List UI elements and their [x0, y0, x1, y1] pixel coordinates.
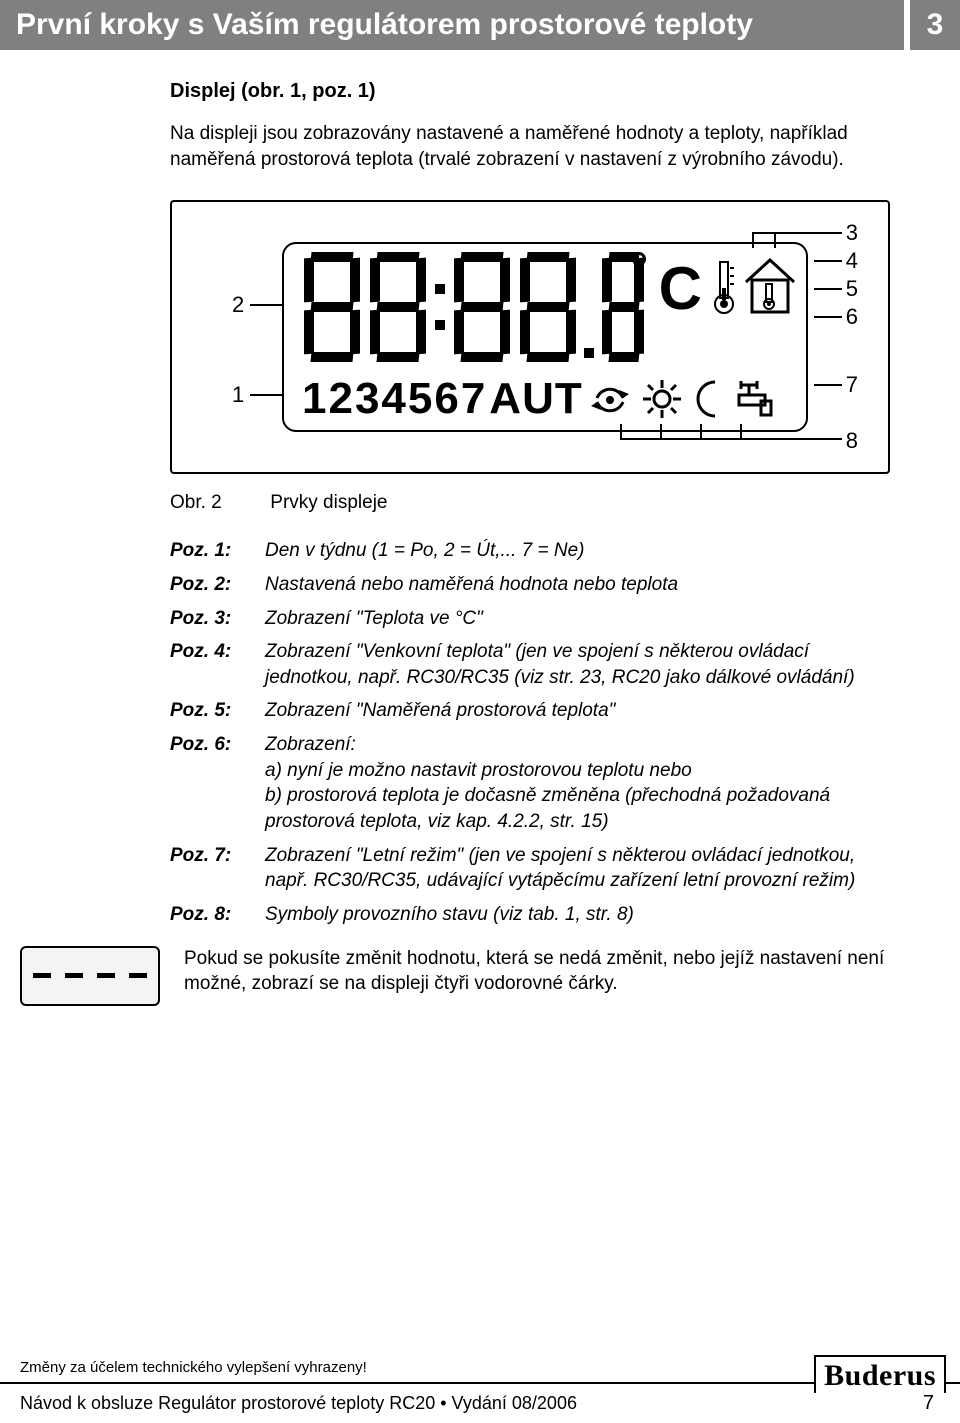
closing-paragraph: Pokud se pokusíte změnit hodnotu, která … [184, 946, 890, 997]
footer-doc-title: Návod k obsluze Regulátor prostorové tep… [20, 1393, 577, 1414]
thermometer-icon [712, 260, 738, 316]
position-key: Poz. 7: [170, 843, 265, 894]
position-val: Zobrazení "Naměřená prostorová teplota" [265, 698, 890, 724]
position-val: Zobrazení "Teplota ve °C" [265, 606, 890, 632]
positions-list: Poz. 1: Den v týdnu (1 = Po, 2 = Út,... … [170, 538, 890, 927]
house-thermometer-icon [742, 254, 798, 316]
position-val: Symboly provozního stavu (viz tab. 1, st… [265, 902, 890, 928]
lcd-box: C [282, 242, 808, 432]
aut-label: AUT [489, 374, 582, 424]
celsius-icon: C [659, 254, 702, 323]
display-diagram: 2 1 3 4 5 6 7 8 [170, 200, 890, 474]
position-val: Zobrazení "Venkovní teplota" (jen ve spo… [265, 639, 890, 690]
digit [302, 252, 362, 362]
digit [518, 252, 578, 362]
subheading-display: Displej (obr. 1, poz. 1) [170, 80, 890, 103]
position-key: Poz. 2: [170, 572, 265, 598]
position-row: Poz. 3: Zobrazení "Teplota ve °C" [170, 606, 890, 632]
callout-1: 1 [232, 382, 244, 408]
position-row: Poz. 7: Zobrazení "Letní režim" (jen ve … [170, 843, 890, 894]
position-key: Poz. 6: [170, 732, 265, 835]
figure-caption-text: Prvky displeje [270, 492, 387, 513]
position-row: Poz. 2: Nastavená nebo naměřená hodnota … [170, 572, 890, 598]
rotation-icon [589, 378, 631, 420]
position-row: Poz. 4: Zobrazení "Venkovní teplota" (je… [170, 639, 890, 690]
callout-6: 6 [846, 304, 858, 330]
page-number: 7 [923, 1392, 940, 1415]
four-dashes-icon [20, 946, 160, 1006]
position-key: Poz. 3: [170, 606, 265, 632]
position-val: Den v týdnu (1 = Po, 2 = Út,... 7 = Ne) [265, 538, 890, 564]
seven-segment-digits [302, 252, 644, 362]
figure-label: Obr. 2 [170, 492, 265, 514]
figure-caption: Obr. 2 Prvky displeje [170, 492, 890, 514]
callout-line [814, 260, 842, 262]
callout-4: 4 [846, 248, 858, 274]
position-row: Poz. 5: Zobrazení "Naměřená prostorová t… [170, 698, 890, 724]
callout-line [814, 288, 842, 290]
position-val: Zobrazení "Letní režim" (jen ve spojení … [265, 843, 890, 894]
callout-3: 3 [846, 220, 858, 246]
position-key: Poz. 8: [170, 902, 265, 928]
brand-logo: Buderus [824, 1359, 936, 1392]
digit [452, 252, 512, 362]
callout-7: 7 [846, 372, 858, 398]
position-row: Poz. 8: Symboly provozního stavu (viz ta… [170, 902, 890, 928]
callout-line [814, 384, 842, 386]
callout-2: 2 [232, 292, 244, 318]
position-key: Poz. 1: [170, 538, 265, 564]
position-row: Poz. 1: Den v týdnu (1 = Po, 2 = Út,... … [170, 538, 890, 564]
position-val: Zobrazení: a) nyní je možno nastavit pro… [265, 732, 890, 835]
moon-icon [693, 378, 727, 420]
colon [434, 252, 446, 362]
position-row: Poz. 6: Zobrazení: a) nyní je možno nast… [170, 732, 890, 835]
position-val: Nastavená nebo naměřená hodnota nebo tep… [265, 572, 890, 598]
brand-box: Buderus [814, 1355, 946, 1393]
decimal-dot [584, 348, 594, 358]
callout-line [814, 316, 842, 318]
tap-icon [735, 377, 779, 421]
page-footer: Buderus Změny za účelem technického vyle… [0, 1359, 960, 1423]
digit-small [600, 252, 644, 362]
callout-line [754, 232, 842, 234]
digit [368, 252, 428, 362]
callout-5: 5 [846, 276, 858, 302]
callout-8: 8 [846, 428, 858, 454]
callout-line [250, 394, 284, 396]
position-key: Poz. 4: [170, 639, 265, 690]
position-key: Poz. 5: [170, 698, 265, 724]
section-title: První kroky s Vaším regulátorem prostoro… [0, 0, 904, 50]
section-number: 3 [910, 0, 960, 50]
intro-paragraph: Na displeji jsou zobrazovány nastavené a… [170, 121, 890, 172]
callout-line [250, 304, 284, 306]
sun-icon [641, 378, 683, 420]
callout-line [622, 438, 842, 440]
day-digits: 1234567 [302, 374, 487, 424]
